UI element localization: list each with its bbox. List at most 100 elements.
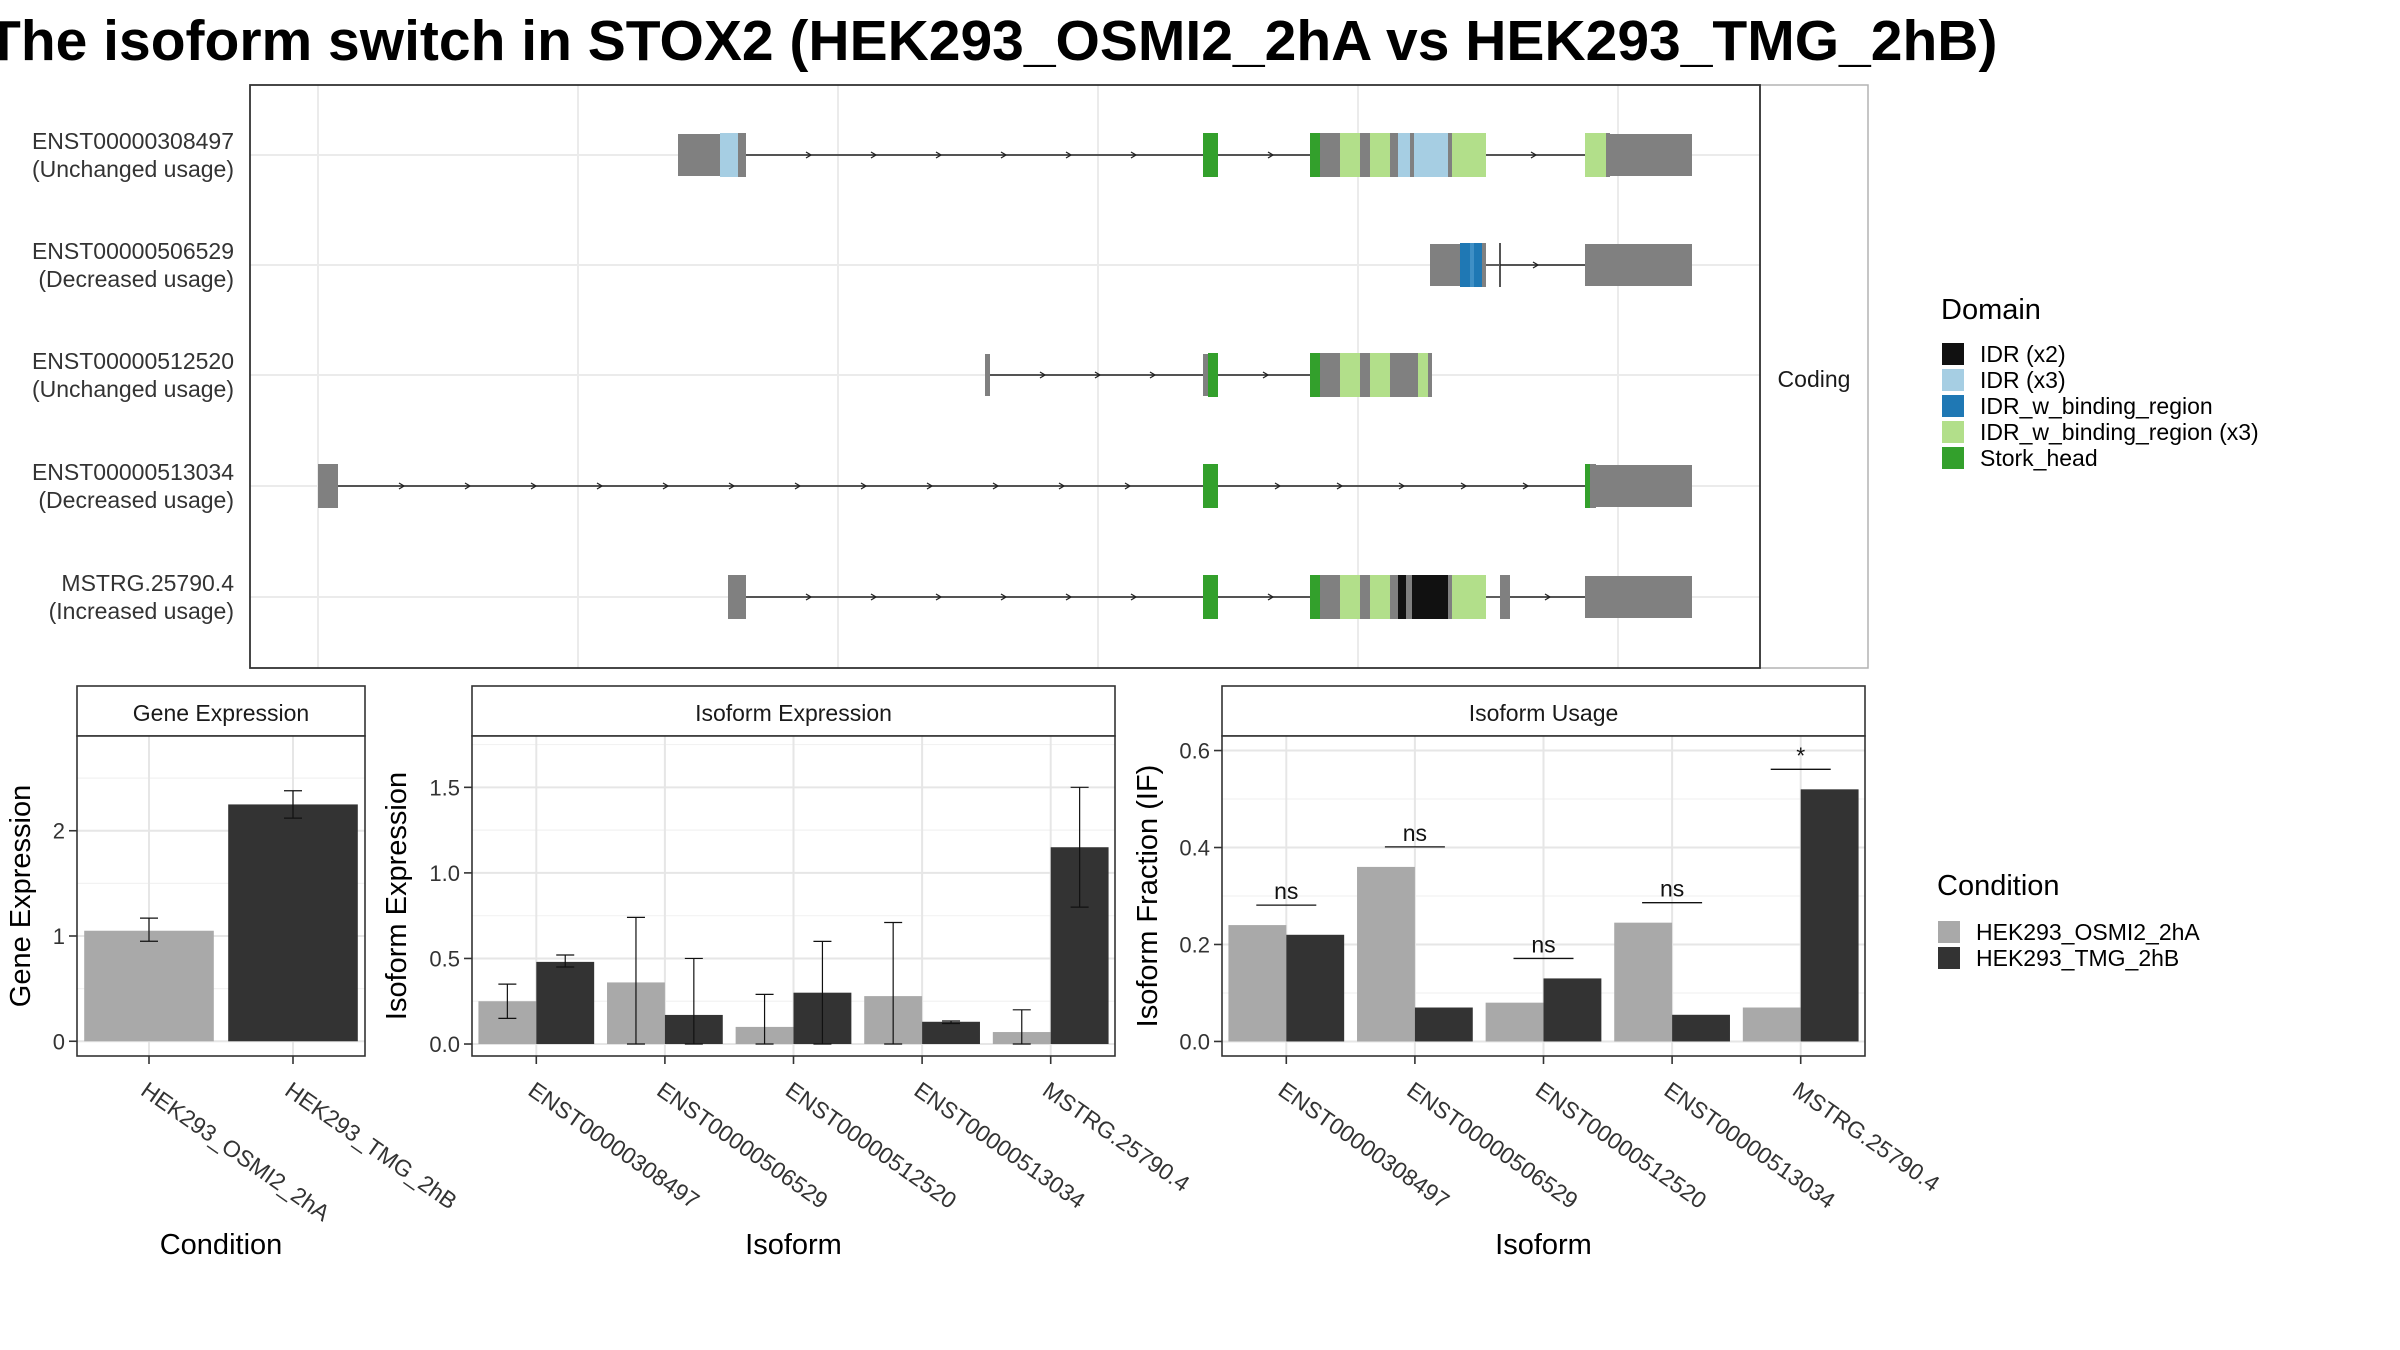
cds-exon — [1448, 575, 1452, 619]
panel-title: Isoform Usage — [1469, 700, 1619, 726]
y-tick-label: 0.0 — [429, 1032, 460, 1057]
panel-strip — [1221, 685, 1866, 737]
transcript-usage-label: (Increased usage) — [49, 598, 234, 624]
domain-idr-w-binding-region-x3 — [1340, 353, 1360, 397]
legend-key-cond-a — [1938, 921, 1960, 943]
intron-arrow — [1094, 371, 1102, 379]
isoform-usage-panel: Isoform Usagensnsnsns*0.00.20.40.6ENST00… — [1132, 685, 1945, 1261]
domain-idr-w-binding-region-x3 — [1418, 353, 1428, 397]
legend-label-idr-x2: IDR (x2) — [1980, 341, 2066, 367]
legend-key-idr-x3 — [1942, 369, 1964, 391]
domain-stork-head — [1310, 133, 1320, 177]
cds-exon — [1410, 133, 1414, 177]
y-tick-label: 0.4 — [1179, 836, 1210, 861]
domain-stork-head — [1203, 133, 1218, 177]
domain-idr-w-binding-region-x3 — [1370, 353, 1390, 397]
coding-strip-box — [1759, 84, 1869, 669]
intron-arrow — [1267, 151, 1275, 159]
bar — [1672, 1014, 1730, 1042]
domain-idr-w-binding-region-x3 — [1340, 133, 1360, 177]
y-axis-title: Isoform Fraction (IF) — [1132, 765, 1164, 1028]
legend-key-idr-w-binding-region-x3 — [1942, 421, 1964, 443]
domain-stork-head — [1203, 575, 1218, 619]
cds-exon — [1320, 575, 1340, 619]
cds-exon — [1390, 575, 1398, 619]
domain-idr-x3 — [1398, 133, 1410, 177]
intron-arrow — [1124, 482, 1132, 490]
x-axis-title: Isoform — [1495, 1229, 1592, 1261]
transcript-id-label: ENST00000512520 — [32, 348, 234, 374]
intron-arrow — [1149, 371, 1157, 379]
intron-arrow — [1522, 482, 1530, 490]
panel-title: Isoform Expression — [695, 700, 892, 726]
intron-arrow — [1039, 371, 1047, 379]
intron-arrow — [596, 482, 604, 490]
domain-idr-x2 — [1412, 575, 1448, 619]
bar — [1800, 789, 1859, 1042]
y-tick-label: 0 — [53, 1029, 65, 1054]
panel-border — [76, 735, 366, 1057]
intron-arrow — [464, 482, 472, 490]
utr-exon — [985, 354, 990, 396]
transcript-usage-label: (Unchanged usage) — [32, 156, 234, 182]
intron-arrow — [860, 482, 868, 490]
y-axis-title: Gene Expression — [5, 785, 37, 1007]
intron-arrow — [992, 482, 1000, 490]
intron-arrow — [1000, 151, 1008, 159]
legend-label-stork-head: Stork_head — [1980, 445, 2098, 471]
legend-key-cond-b — [1938, 947, 1960, 969]
intron-arrow — [1000, 593, 1008, 601]
utr-exon — [728, 575, 746, 619]
legend-label-cond-b: HEK293_TMG_2hB — [1976, 945, 2180, 971]
y-tick-label: 1.5 — [429, 775, 460, 800]
bar — [1614, 922, 1673, 1042]
significance-label: ns — [1274, 878, 1298, 904]
coding-strip-label: Coding — [1778, 366, 1851, 392]
intron-arrow — [870, 151, 878, 159]
bar — [1414, 1007, 1473, 1042]
domain-stork-head — [1585, 464, 1590, 508]
structure-panel-background — [250, 85, 1760, 668]
bar — [1228, 925, 1287, 1042]
intron-arrow — [1262, 371, 1270, 379]
y-tick-label: 2 — [53, 819, 65, 844]
legend-key-idr-w-binding-region — [1942, 395, 1964, 417]
intron-arrow — [1530, 151, 1538, 159]
intron-arrow — [805, 151, 813, 159]
legend-label-idr-x3: IDR (x3) — [1980, 367, 2066, 393]
legend-label-idr-w-binding-region-x3: IDR_w_binding_region (x3) — [1980, 419, 2259, 445]
y-tick-label: 0.5 — [429, 946, 460, 971]
cds-exon — [1360, 575, 1370, 619]
intron-arrow — [728, 482, 736, 490]
transcript-usage-label: (Decreased usage) — [38, 487, 234, 513]
domain-idr-w-binding-region — [1470, 243, 1474, 287]
intron-arrow — [398, 482, 406, 490]
cds-exon — [1320, 353, 1340, 397]
legend-key-stork-head — [1942, 447, 1964, 469]
intron-arrow — [1336, 482, 1344, 490]
domain-idr-w-binding-region-x3 — [1452, 575, 1486, 619]
bar — [1742, 1007, 1801, 1042]
transcript-usage-label: (Unchanged usage) — [32, 376, 234, 402]
panel-strip — [471, 685, 1116, 737]
domain-idr-x3 — [720, 133, 740, 177]
significance-label: * — [1796, 742, 1805, 768]
utr-exon — [678, 134, 720, 176]
intron-arrow — [1130, 151, 1138, 159]
transcript-usage-label: (Decreased usage) — [38, 266, 234, 292]
cds-exon — [1390, 133, 1398, 177]
domain-stork-head — [1310, 575, 1320, 619]
domain-stork-head — [1203, 464, 1218, 508]
domain-idr-w-binding-region-x3 — [1452, 133, 1486, 177]
intron-arrow — [794, 482, 802, 490]
bar — [536, 961, 595, 1045]
transcript-id-label: ENST00000308497 — [32, 128, 234, 154]
bar — [84, 930, 214, 1042]
bar — [922, 1021, 980, 1045]
intron-arrow — [1065, 593, 1073, 601]
significance-label: ns — [1660, 876, 1684, 902]
bar — [1286, 934, 1345, 1042]
significance-label: ns — [1403, 820, 1427, 846]
intron-arrow — [1130, 593, 1138, 601]
